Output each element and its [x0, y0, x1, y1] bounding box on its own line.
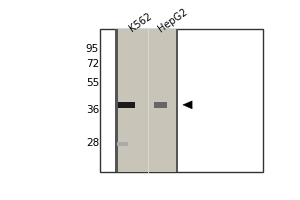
FancyBboxPatch shape [118, 102, 135, 108]
Text: 36: 36 [86, 105, 99, 115]
FancyBboxPatch shape [176, 29, 178, 172]
FancyBboxPatch shape [100, 29, 263, 172]
Text: 95: 95 [86, 44, 99, 54]
FancyBboxPatch shape [116, 29, 178, 172]
Text: 28: 28 [86, 138, 99, 148]
Text: 55: 55 [86, 78, 99, 88]
FancyBboxPatch shape [154, 102, 167, 108]
FancyBboxPatch shape [116, 29, 118, 172]
Text: 72: 72 [86, 59, 99, 69]
Text: HepG2: HepG2 [156, 6, 189, 34]
Text: K562: K562 [127, 11, 153, 34]
FancyBboxPatch shape [117, 142, 128, 146]
Polygon shape [183, 101, 192, 109]
